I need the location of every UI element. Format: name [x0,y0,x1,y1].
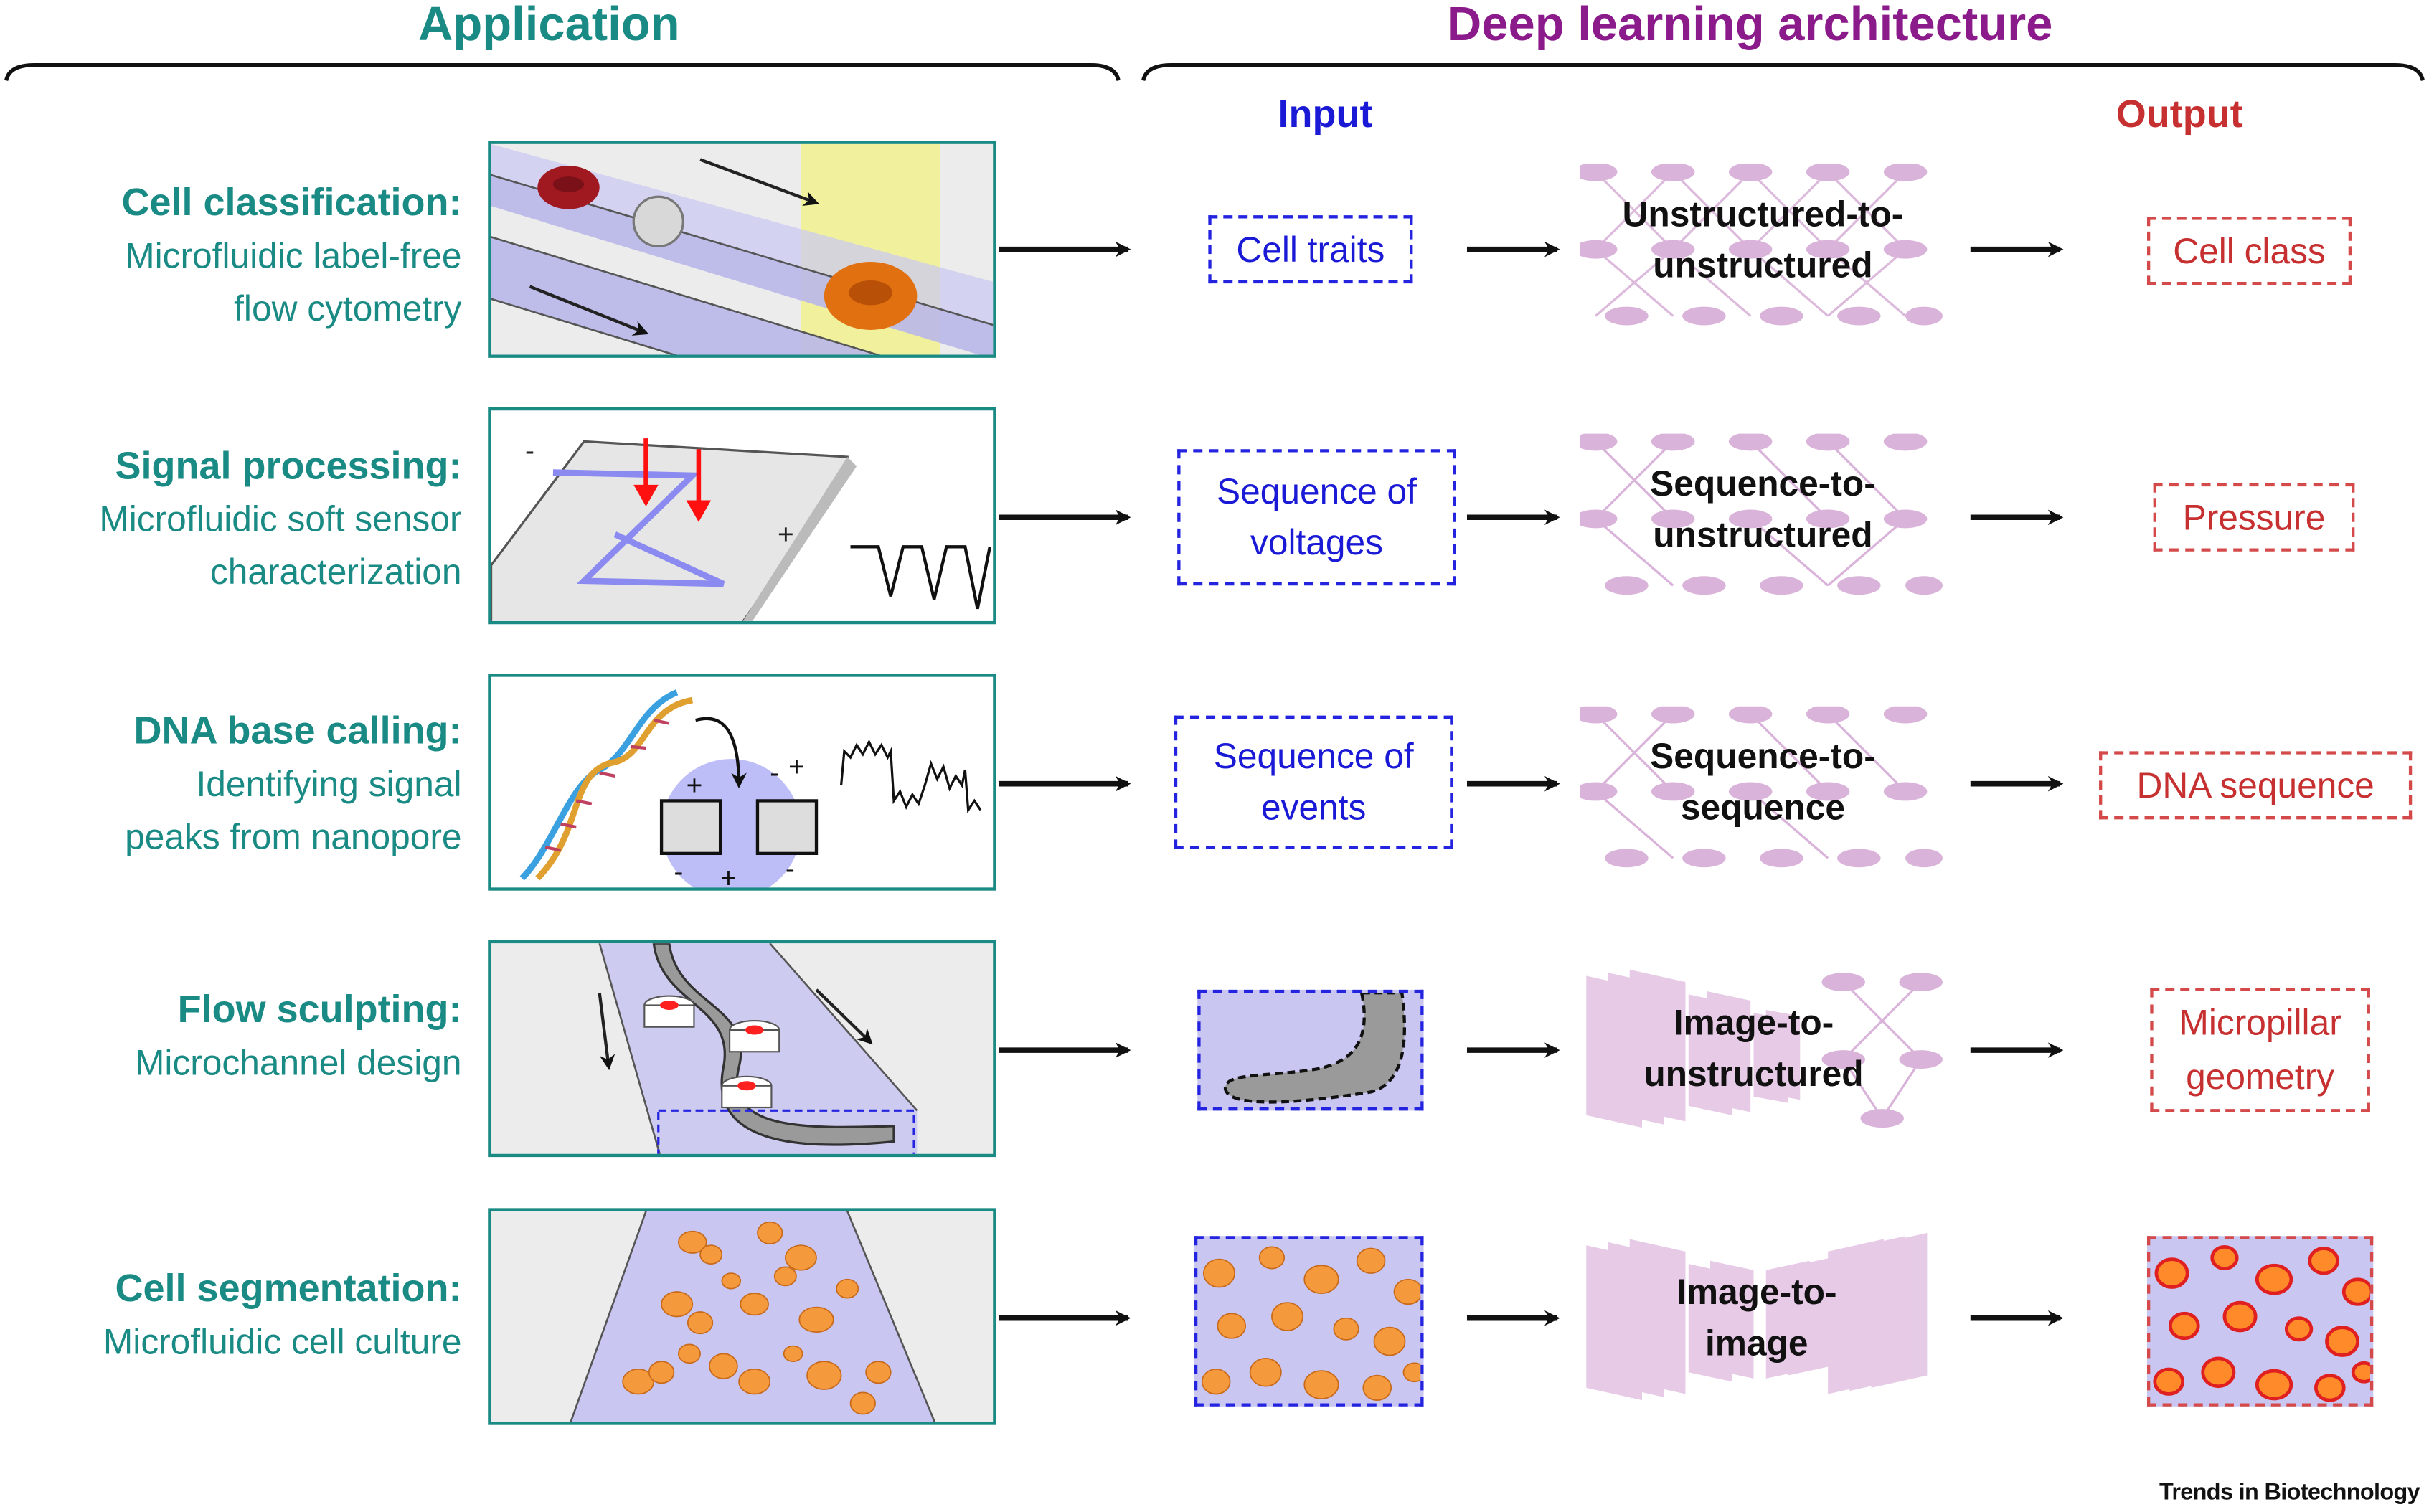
output-header: Output [2116,93,2243,137]
arch-sequence-to-sequence: Sequence-to- sequence [1580,706,1946,877]
network-icon [1580,706,1943,868]
row-title: Flow sculpting: [177,988,462,1032]
arch-label: unstructured [1653,514,1873,555]
input-label: Sequence of [1213,735,1414,776]
network-icon [1580,433,1943,595]
arch-label: Image-to- [1676,1271,1837,1313]
network-icon [1580,164,1943,326]
architecture-header: Deep learning architecture [1446,0,2053,52]
flow-cytometry-illustration [488,141,996,358]
arch-unstructured-to-unstructured: Unstructured-to- unstructured [1580,164,1946,335]
row-desc: Microfluidic label-free [125,235,462,276]
row-title: DNA base calling: [133,709,462,753]
input-cell-traits: Cell traits [1208,215,1413,284]
arch-label: Sequence-to- [1650,735,1876,776]
application-header: Application [418,0,680,52]
input-flow-shape-image [1197,989,1424,1111]
cell-culture-illustration [488,1208,996,1425]
svg-text:-: - [770,758,779,789]
arch-image-to-image: Image-to- image [1580,1232,1946,1404]
input-label: Sequence of [1217,471,1417,511]
svg-text:+: + [687,770,703,801]
arch-sequence-to-unstructured: Sequence-to- unstructured [1580,433,1946,605]
row-dna-base-calling: DNA base calling: Identifying signal pea… [125,705,461,863]
row-desc: peaks from nanopore [125,816,462,857]
row-title: Signal processing: [115,444,462,488]
output-segmentation-image [2146,1236,2374,1407]
network-icon [1586,1232,1928,1401]
svg-text:+: + [788,752,805,783]
row-title: Cell classification: [121,181,462,225]
arch-label: unstructured [1643,1053,1864,1094]
input-label: events [1261,786,1367,828]
output-dna-sequence: DNA sequence [2099,751,2413,820]
output-micropillar-geometry: Micropillar geometry [2150,988,2370,1112]
bracket-icon [4,62,2425,82]
row-desc: Identifying signal [196,763,462,804]
row-cell-classification: Cell classification: Microfluidic label-… [121,176,461,334]
microchannel-illustration [488,940,996,1158]
row-desc: Microfluidic cell culture [103,1321,462,1362]
row-cell-segmentation: Cell segmentation: Microfluidic cell cul… [103,1262,462,1368]
arch-label: unstructured [1653,245,1873,285]
input-cell-image [1194,1236,1424,1407]
input-label: Cell traits [1236,228,1385,269]
arch-label: sequence [1680,786,1845,828]
soft-sensor-illustration: - + [488,407,996,625]
row-desc: Microfluidic soft sensor [99,499,462,539]
output-label: Cell class [2173,230,2326,270]
arch-label: Sequence-to- [1650,463,1876,504]
arch-image-to-unstructured: Image-to- unstructured [1580,963,1946,1134]
svg-text:-: - [525,435,534,466]
output-pressure: Pressure [2153,483,2355,552]
row-signal-processing: Signal processing: Microfluidic soft sen… [99,440,461,597]
input-label: voltages [1250,521,1384,562]
output-label: DNA sequence [2136,764,2374,805]
row-desc: Microchannel design [134,1042,462,1083]
row-desc: flow cytometry [234,288,462,329]
journal-credit: Trends in Biotechnology [2159,1479,2420,1506]
output-label: geometry [2186,1056,2335,1097]
input-sequence-of-voltages: Sequence of voltages [1177,449,1456,586]
input-header: Input [1278,93,1373,137]
svg-text:-: - [674,857,683,888]
nanopore-illustration: + - + - + - [488,674,996,891]
row-flow-sculpting: Flow sculpting: Microchannel design [135,983,462,1089]
output-label: Pressure [2182,496,2326,537]
row-title: Cell segmentation: [115,1267,462,1310]
output-cell-class: Cell class [2146,217,2352,285]
arch-label: Image-to- [1673,1002,1834,1043]
svg-text:+: + [720,863,737,890]
input-sequence-of-events: Sequence of events [1174,715,1453,849]
row-desc: characterization [209,551,462,592]
arch-label: Unstructured-to- [1622,193,1904,235]
network-icon [1586,969,1943,1128]
svg-text:+: + [778,519,794,550]
output-label: Micropillar [2179,1002,2341,1043]
arch-label: image [1705,1323,1808,1364]
svg-text:-: - [786,854,795,884]
